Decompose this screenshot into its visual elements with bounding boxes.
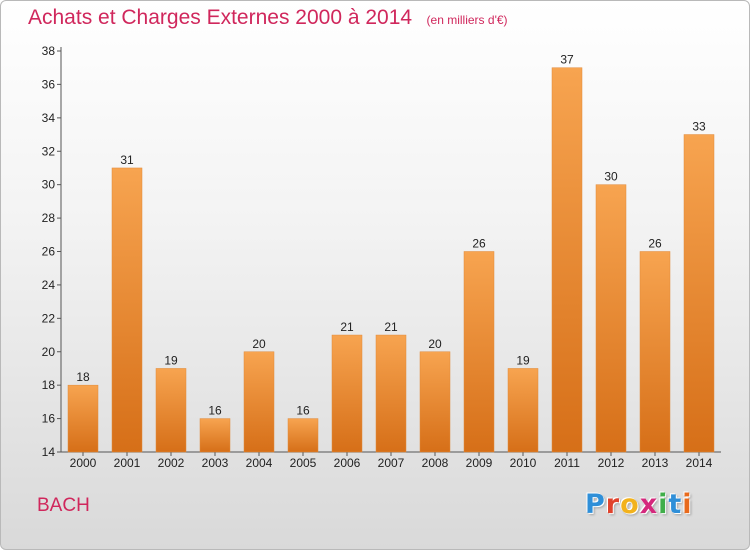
data-label: 20 (428, 337, 442, 351)
logo-letter: x (639, 489, 659, 520)
x-tick-label: 2004 (246, 456, 273, 470)
data-label: 16 (296, 404, 310, 418)
x-tick-label: 2002 (158, 456, 185, 470)
y-tick-label: 22 (42, 311, 56, 325)
x-tick-label: 2003 (202, 456, 229, 470)
x-tick-label: 2006 (334, 456, 361, 470)
bars (67, 67, 715, 453)
bar (683, 134, 715, 453)
bar (507, 368, 539, 453)
x-tick-label: 2011 (554, 456, 580, 470)
y-tick-label: 36 (42, 77, 56, 91)
data-label: 16 (208, 404, 222, 418)
logo-letter: t (668, 489, 683, 520)
y-tick-label: 30 (42, 178, 56, 192)
x-tick-label: 2009 (466, 456, 493, 470)
data-label: 19 (164, 353, 178, 367)
y-axis: 14 16 18 20 22 24 26 28 30 32 34 36 38 (42, 44, 62, 459)
x-tick-label: 2008 (422, 456, 449, 470)
bar (155, 368, 187, 453)
bar (463, 251, 495, 453)
x-tick-label: 2014 (686, 456, 713, 470)
data-label: 18 (76, 370, 90, 384)
y-tick-label: 28 (42, 211, 56, 225)
y-tick-label: 24 (42, 278, 56, 292)
logo-letter: i (658, 489, 669, 520)
bar (419, 351, 451, 453)
data-label: 26 (472, 237, 486, 251)
bar (375, 334, 407, 453)
title-row: Achats et Charges Externes 2000 à 2014 (… (28, 6, 508, 30)
chart-title: Achats et Charges Externes 2000 à 2014 (28, 6, 413, 29)
logo-letter: o (620, 489, 640, 520)
y-tick-label: 16 (42, 412, 56, 426)
value-labels: 18 31 19 16 20 16 21 21 20 26 19 37 30 26 33 (76, 53, 706, 418)
y-tick-label: 34 (42, 111, 56, 125)
bar (287, 418, 319, 453)
bar (243, 351, 275, 453)
data-label: 19 (516, 353, 530, 367)
y-tick-label: 38 (42, 44, 56, 58)
x-axis: 2000 2001 2002 2003 2004 2005 2006 2007 2008 2009… (61, 451, 721, 470)
y-tick-label: 18 (42, 378, 56, 392)
y-tick-label: 26 (42, 245, 56, 259)
data-label: 33 (692, 120, 706, 134)
data-label: 37 (560, 53, 574, 67)
x-tick-label: 2000 (70, 456, 97, 470)
data-label: 20 (252, 337, 266, 351)
data-label: 30 (604, 170, 618, 184)
data-label: 26 (648, 237, 662, 251)
data-label: 21 (340, 320, 354, 334)
y-tick-label: 14 (42, 445, 56, 459)
bar (331, 334, 363, 453)
chart-subtitle: (en milliers d'€) (426, 13, 508, 27)
x-tick-label: 2005 (290, 456, 317, 470)
y-tick-label: 20 (42, 345, 56, 359)
bar (199, 418, 231, 453)
logo-letter: i (682, 489, 693, 520)
y-tick-label: 32 (42, 144, 56, 158)
bar (551, 67, 583, 453)
commune-name: BACH (37, 495, 90, 516)
bar (67, 384, 99, 453)
x-tick-label: 2007 (378, 456, 405, 470)
x-tick-label: 2012 (598, 456, 625, 470)
bar (111, 167, 143, 453)
logo-letter: P (585, 489, 606, 520)
bar (595, 184, 627, 453)
x-tick-label: 2010 (510, 456, 537, 470)
x-tick-label: 2001 (114, 456, 141, 470)
bar (639, 251, 671, 453)
logo-letter: r (605, 489, 621, 520)
data-label: 21 (384, 320, 398, 334)
x-tick-label: 2013 (642, 456, 669, 470)
data-label: 31 (120, 153, 134, 167)
